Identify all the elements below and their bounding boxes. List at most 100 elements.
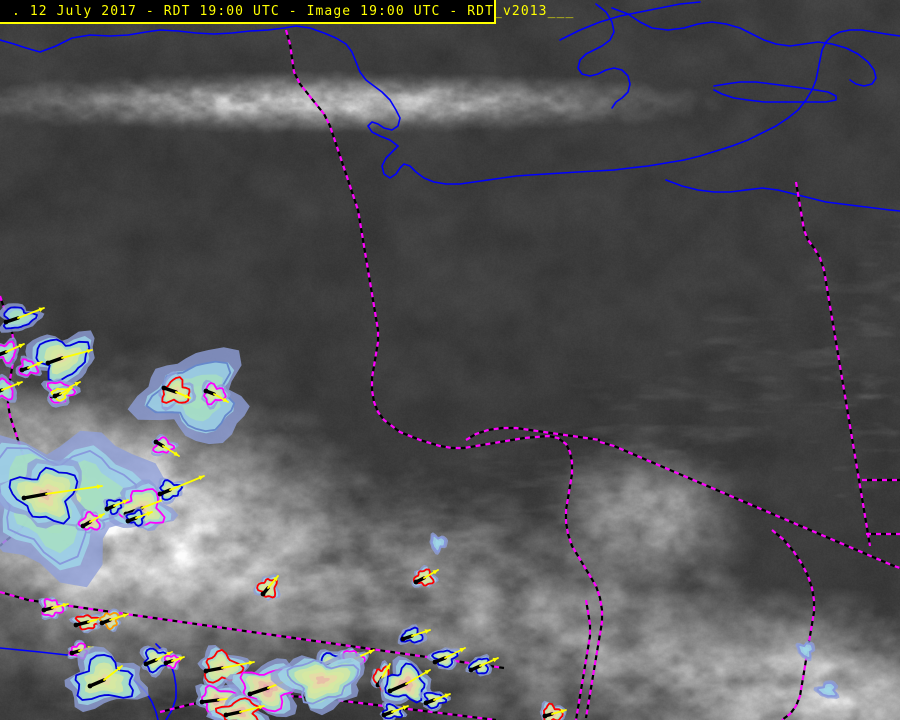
rdt-cell[interactable] — [426, 647, 466, 671]
cell-contour[interactable] — [816, 681, 838, 697]
cell-contour[interactable] — [105, 498, 123, 515]
cell-contour[interactable] — [145, 360, 236, 432]
cell-motion-vector-head — [38, 307, 44, 313]
cell-enhancement-shell — [823, 686, 832, 694]
rdt-cell[interactable] — [0, 303, 45, 333]
rdt-cell[interactable] — [379, 701, 409, 720]
cell-past-track-head — [87, 683, 93, 689]
cell-motion-vector-head — [178, 656, 184, 661]
cell-contour[interactable] — [8, 466, 79, 525]
rdt-cell[interactable] — [96, 608, 129, 633]
rdt-cell[interactable] — [418, 691, 451, 712]
rdt-cell[interactable] — [795, 640, 816, 662]
rdt-cell[interactable] — [429, 532, 449, 555]
cell-motion-vector-head — [116, 666, 122, 671]
rdt-cell[interactable] — [158, 371, 197, 412]
rdt-cell[interactable] — [195, 683, 251, 720]
cell-contour[interactable] — [203, 382, 227, 406]
cell-contour[interactable] — [125, 509, 145, 527]
cell-contour[interactable] — [77, 510, 101, 531]
product-title-bar: . 12 July 2017 - RDT 19:00 UTC - Image 1… — [0, 0, 573, 24]
cell-contour[interactable] — [161, 376, 191, 404]
cell-contour[interactable] — [143, 647, 172, 674]
cell-motion-vector-head — [98, 514, 104, 519]
cell-contour[interactable] — [399, 626, 424, 644]
rdt-cell[interactable] — [139, 645, 177, 678]
rdt-cell[interactable] — [539, 700, 567, 720]
cell-past-track — [88, 678, 106, 688]
cell-contour[interactable] — [159, 479, 183, 501]
cell-contour[interactable] — [18, 358, 40, 377]
rdt-cell[interactable] — [64, 646, 149, 713]
cell-contour[interactable] — [0, 340, 17, 365]
rdt-cell[interactable] — [103, 496, 129, 518]
rdt-cell[interactable] — [0, 373, 23, 403]
rdt-cell[interactable] — [397, 624, 431, 645]
cell-contour[interactable] — [286, 659, 360, 705]
cell-contour[interactable] — [467, 657, 490, 675]
cell-past-track-head — [247, 691, 253, 697]
cell-motion-vector-head — [402, 705, 408, 710]
rdt-cell[interactable] — [38, 596, 69, 621]
cell-enhancement-shell — [802, 647, 810, 654]
cell-past-track-head — [143, 661, 149, 667]
cell-contour[interactable] — [384, 662, 426, 704]
cell-contour[interactable] — [381, 703, 404, 720]
cell-contour[interactable] — [797, 642, 814, 659]
rdt-cell[interactable] — [201, 379, 231, 410]
cell-contour[interactable] — [2, 306, 38, 330]
cell-contour[interactable] — [431, 649, 459, 668]
rdt-cell[interactable] — [411, 564, 439, 588]
rdt-cell[interactable] — [122, 506, 153, 529]
cell-contour[interactable] — [99, 612, 120, 631]
rdt-cell[interactable] — [68, 613, 111, 634]
cell-past-track-head — [19, 367, 25, 373]
coastline-peloponnese-aegean-2 — [577, 3, 631, 109]
cell-contour[interactable] — [430, 534, 446, 553]
rdt-cell[interactable] — [15, 355, 43, 379]
cell-past-track-head — [203, 668, 209, 674]
border-algeria-libya-upper — [465, 426, 601, 442]
cell-contour[interactable] — [256, 578, 278, 599]
rdt-cell[interactable] — [253, 573, 281, 601]
cell-past-track-head — [153, 439, 159, 445]
cell-contour[interactable] — [74, 654, 134, 701]
cell-contour[interactable] — [50, 387, 69, 402]
rdt-cell[interactable] — [813, 680, 840, 699]
rdt-cell[interactable] — [48, 386, 73, 404]
cell-past-track-head — [199, 699, 205, 705]
rdt-cell[interactable] — [0, 458, 103, 529]
cell-motion-vector — [45, 485, 103, 495]
cell-contour[interactable] — [215, 697, 260, 720]
cell-contour[interactable] — [423, 692, 448, 710]
cell-contour[interactable] — [152, 436, 176, 454]
cell-past-track-head — [413, 579, 419, 585]
cell-past-track-head — [104, 506, 110, 512]
coastline-algeria-tunisia-north-coast — [0, 25, 401, 147]
cell-contour[interactable] — [412, 568, 435, 587]
rdt-cell[interactable] — [206, 692, 270, 720]
cell-past-track-head — [468, 667, 474, 673]
rdt-cell[interactable] — [378, 655, 434, 705]
rdt-cell[interactable] — [151, 433, 180, 457]
rdt-cell[interactable] — [75, 508, 106, 534]
cell-past-track-head — [432, 659, 438, 665]
cell-motion-vector-head — [184, 393, 190, 399]
cell-motion-vector-head — [96, 484, 102, 490]
coastline-crete — [713, 81, 837, 103]
rdt-cell[interactable] — [0, 337, 25, 368]
cell-contour[interactable] — [35, 338, 91, 384]
cell-past-track-head — [157, 491, 163, 497]
rdt-cell[interactable] — [25, 330, 95, 393]
cell-motion-vector-head — [74, 382, 80, 387]
cell-contour[interactable] — [0, 377, 14, 401]
rdt-cell[interactable] — [155, 475, 205, 505]
rdt-cell[interactable] — [465, 653, 499, 677]
cell-contour[interactable] — [74, 614, 103, 631]
cell-motion-vector-head — [122, 499, 128, 505]
rdt-cell[interactable] — [270, 652, 365, 716]
cell-past-track — [200, 698, 220, 704]
rdt-cell[interactable] — [160, 652, 185, 671]
